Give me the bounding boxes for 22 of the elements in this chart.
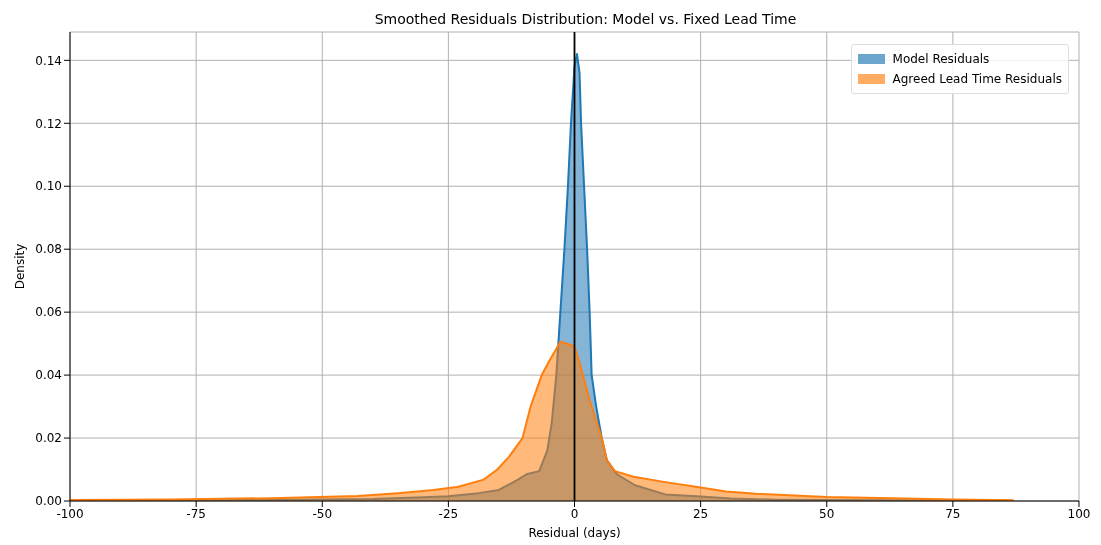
y-tick-label: 0.04: [35, 368, 62, 383]
y-tick-label: 0.14: [35, 53, 62, 68]
y-tick-label: 0.10: [35, 179, 62, 194]
legend-label: Agreed Lead Time Residuals: [892, 72, 1062, 86]
chart-title: Smoothed Residuals Distribution: Model vs. Fixed Lead Time: [373, 11, 798, 27]
legend-label: Model Residuals: [892, 52, 990, 66]
x-tick-label: 100: [1067, 506, 1091, 521]
x-tick-label: 25: [692, 506, 709, 521]
y-tick-label: 0.12: [35, 116, 62, 131]
y-axis-title: Density: [13, 243, 28, 290]
x-tick-label: 0: [570, 506, 579, 521]
x-tick-label: 75: [945, 506, 961, 521]
y-tick-label: 0.02: [35, 431, 62, 446]
x-tick-label: -50: [312, 506, 333, 521]
x-tick-label: -25: [438, 506, 459, 521]
y-tick-label: 0.06: [35, 305, 62, 320]
x-tick-label: -100: [56, 506, 84, 521]
x-axis-title: Residual (days): [528, 526, 621, 540]
y-tick-label: 0.00: [35, 494, 62, 509]
y-tick-label: 0.08: [35, 242, 62, 257]
x-tick-label: -75: [186, 506, 206, 521]
x-tick-label: 50: [819, 506, 835, 521]
